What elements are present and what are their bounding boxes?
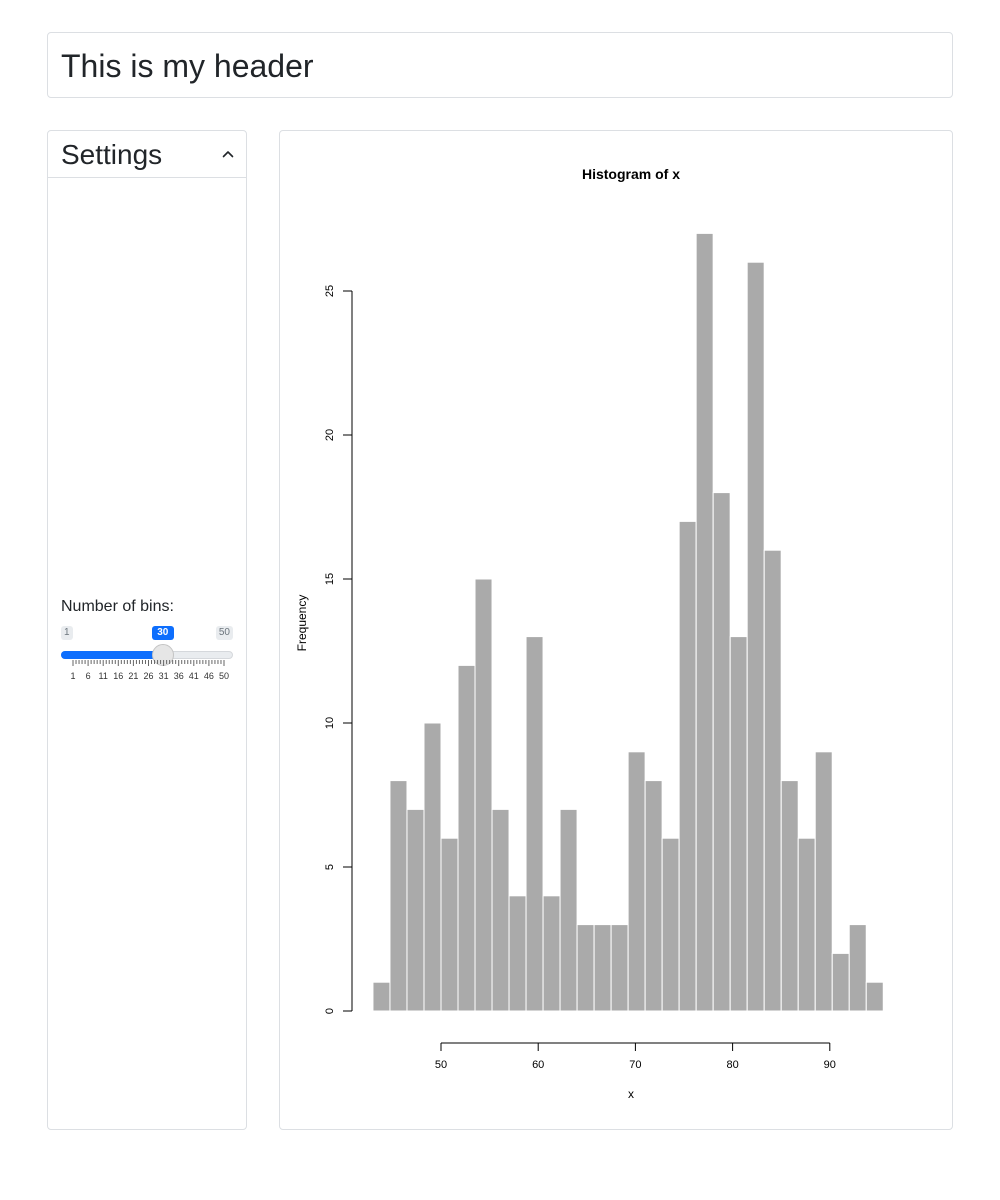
slider-tick-label: 46 [204,671,214,681]
y-axis-label: Frequency [295,595,309,652]
histogram-bar [593,924,612,1012]
histogram-bar [525,636,544,1012]
x-tick-label: 80 [726,1059,738,1071]
histogram-bar [508,895,527,1012]
histogram-bar [695,232,714,1012]
histogram-bar [644,780,663,1012]
x-tick-label: 70 [629,1059,641,1071]
settings-sidebar: Settings Number of bins: 1 30 50 1 6 11 16 2… [47,130,247,1130]
slider-tick-label: 6 [86,671,91,681]
x-axis-label: x [628,1087,634,1101]
histogram-bar [491,808,510,1012]
y-tick-label: 10 [324,717,336,729]
slider-tick-label: 16 [113,671,123,681]
chevron-up-icon-svg [222,151,234,158]
histogram-bar [372,981,391,1012]
slider-tick-label: 21 [128,671,138,681]
y-tick-label: 15 [324,573,336,585]
slider-ticks: 1 6 11 16 21 26 31 36 41 46 50 [70,660,229,681]
histogram-bar [848,924,867,1012]
histogram-bar [423,722,442,1012]
page-title: This is my header [61,48,314,84]
plot-card: Histogram of x 0 5 10 15 20 25 50 60 70 80 90 x Fr… [279,130,953,1130]
y-tick-label: 0 [324,1008,336,1014]
y-tick-label: 20 [324,429,336,441]
slider-tick-label: 26 [143,671,153,681]
histogram-bar [457,664,476,1012]
bars-layer [372,232,884,1012]
histogram-bar [440,837,459,1012]
histogram-bar [576,924,595,1012]
histogram-bar [780,780,799,1012]
histogram-plot: Histogram of x 0 5 10 15 20 25 50 60 70 80 90 x Fr… [295,166,884,1101]
histogram-bar [610,924,629,1012]
slider-tick-label: 41 [189,671,199,681]
slider-tick-label: 36 [174,671,184,681]
sidebar-header: Settings [48,131,246,178]
histogram-bar [678,520,697,1012]
slider-min-label: 1 [61,626,73,640]
bins-slider-fill [61,651,163,659]
axes-layer: 0 5 10 15 20 25 50 60 70 80 90 [324,285,836,1071]
histogram-bar [746,261,765,1012]
histogram-bar [559,808,578,1012]
slider-tick-label: 1 [70,671,75,681]
y-tick-label: 25 [324,285,336,297]
histogram-bar [627,751,646,1012]
slider-value-label: 30 [151,626,174,640]
y-tick-label: 5 [324,864,336,870]
histogram-bar [389,780,408,1012]
slider-tick-label: 50 [219,671,229,681]
histogram-bar [797,837,816,1012]
histogram-bar [763,549,782,1012]
histogram-bar [712,492,731,1012]
bins-label: Number of bins: [61,598,174,615]
x-tick-label: 60 [532,1059,544,1071]
histogram-bar [474,578,493,1012]
slider-max-label: 50 [215,626,233,640]
chart-title: Histogram of x [582,166,680,182]
histogram-bar [661,837,680,1012]
x-tick-label: 90 [824,1059,836,1071]
slider-tick-label: 11 [99,671,108,681]
header-card: This is my header [47,32,953,98]
sidebar-title: Settings [61,139,163,170]
histogram-bar [831,952,850,1012]
histogram-bar [542,895,561,1012]
chevron-up-icon[interactable] [220,146,236,162]
histogram-bar [729,636,748,1012]
histogram-bar [865,981,884,1012]
histogram-bar [406,808,425,1012]
slider-tick-label: 31 [159,671,169,681]
x-tick-label: 50 [435,1059,447,1071]
histogram-bar [814,751,833,1012]
